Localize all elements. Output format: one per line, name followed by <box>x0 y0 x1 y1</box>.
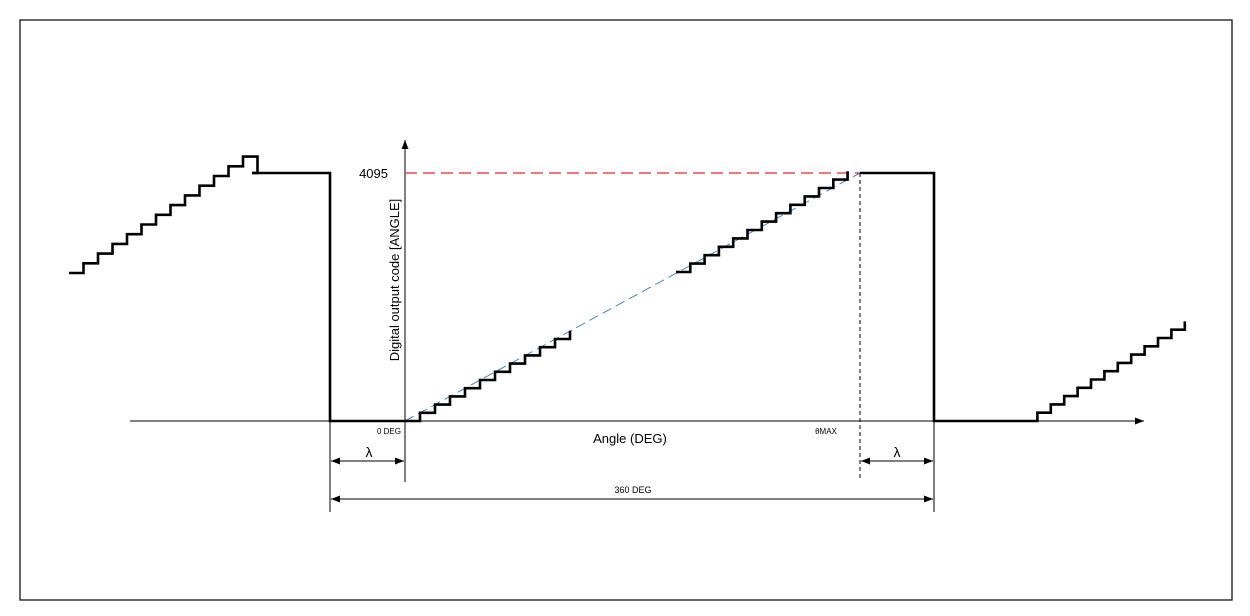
right-staircase <box>1024 321 1187 423</box>
left-staircase <box>69 155 259 275</box>
max-code-label: 4095 <box>359 166 388 181</box>
ideal-transfer-line <box>404 172 861 422</box>
upper-staircase <box>676 171 849 274</box>
waveform <box>69 155 1187 423</box>
y-axis-label: Digital output code [ANGLE] <box>387 199 402 362</box>
lower-staircase <box>405 330 572 423</box>
theta-max-label: θMAX <box>815 427 837 436</box>
period-label: 360 DEG <box>614 485 651 495</box>
diagram-frame <box>19 19 1233 601</box>
lambda-right-label: λ <box>894 444 901 460</box>
x-axis-label: Angle (DEG) <box>593 431 667 446</box>
left-plateau-and-drop <box>252 171 405 423</box>
right-plateau-and-drop <box>860 171 1024 423</box>
zero-deg-label: 0 DEG <box>377 427 401 436</box>
lambda-left-label: λ <box>366 444 373 460</box>
